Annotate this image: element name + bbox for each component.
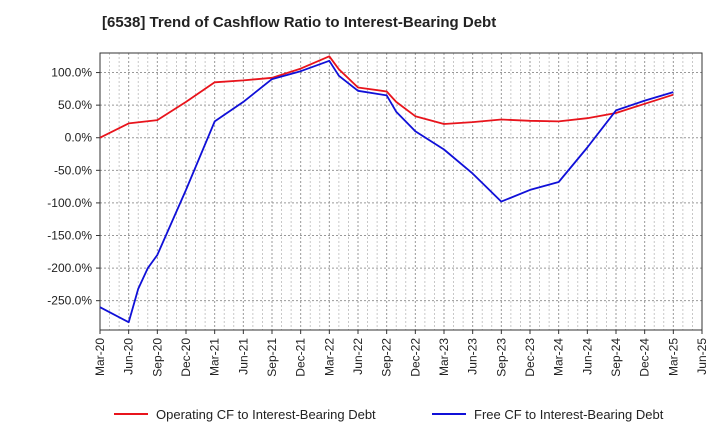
y-tick-label: -50.0% bbox=[54, 163, 92, 177]
x-tick-label: Jun-21 bbox=[236, 338, 250, 375]
x-tick-label: Dec-22 bbox=[408, 338, 422, 377]
y-tick-label: 0.0% bbox=[65, 131, 93, 145]
x-tick-label: Dec-20 bbox=[179, 338, 193, 377]
x-tick-label: Sep-21 bbox=[265, 338, 279, 377]
series-lines bbox=[99, 55, 674, 324]
y-tick-label: -150.0% bbox=[47, 228, 92, 242]
x-tick-label: Mar-21 bbox=[208, 338, 222, 376]
legend-label: Operating CF to Interest-Bearing Debt bbox=[156, 407, 376, 422]
x-tick-label: Dec-24 bbox=[638, 338, 652, 377]
x-tick-label: Dec-23 bbox=[523, 338, 537, 377]
x-tick-label: Jun-24 bbox=[580, 338, 594, 375]
x-tick-label: Sep-24 bbox=[609, 338, 623, 377]
y-axis-ticks: 100.0% 50.0% 0.0% -50.0% -100.0% -150.0% -200.… bbox=[47, 66, 100, 308]
x-tick-label: Sep-22 bbox=[380, 338, 394, 377]
x-tick-label: Mar-24 bbox=[552, 338, 566, 376]
free-cf-series-line bbox=[99, 59, 674, 324]
y-tick-label: 50.0% bbox=[58, 98, 92, 112]
x-tick-label: Jun-20 bbox=[122, 338, 136, 375]
x-tick-label: Dec-21 bbox=[294, 338, 308, 377]
x-tick-label: Mar-20 bbox=[93, 338, 107, 376]
x-tick-label: Mar-23 bbox=[437, 338, 451, 376]
chart-title: [6538] Trend of Cashflow Ratio to Intere… bbox=[102, 14, 497, 31]
legend-label: Free CF to Interest-Bearing Debt bbox=[474, 407, 664, 422]
x-tick-label: Mar-25 bbox=[666, 338, 680, 376]
plot-area bbox=[99, 52, 703, 331]
x-tick-label: Mar-22 bbox=[322, 338, 336, 376]
y-tick-label: -250.0% bbox=[47, 294, 92, 308]
grid-lines bbox=[99, 53, 703, 330]
x-tick-label: Jun-25 bbox=[695, 338, 709, 375]
legend: Operating CF to Interest-Bearing Debt Fre… bbox=[114, 407, 664, 422]
x-tick-label: Sep-23 bbox=[494, 338, 508, 377]
y-tick-label: 100.0% bbox=[51, 66, 92, 80]
x-tick-label: Jun-23 bbox=[466, 338, 480, 375]
operating-cf-series-line bbox=[99, 55, 674, 139]
x-axis-ticks: Mar-20 Jun-20 Sep-20 Dec-20 Mar-21 Jun-21 Sep-… bbox=[93, 330, 709, 377]
x-tick-label: Jun-22 bbox=[351, 338, 365, 375]
y-tick-label: -200.0% bbox=[47, 261, 92, 275]
x-tick-label: Sep-20 bbox=[150, 338, 164, 377]
y-tick-label: -100.0% bbox=[47, 196, 92, 210]
